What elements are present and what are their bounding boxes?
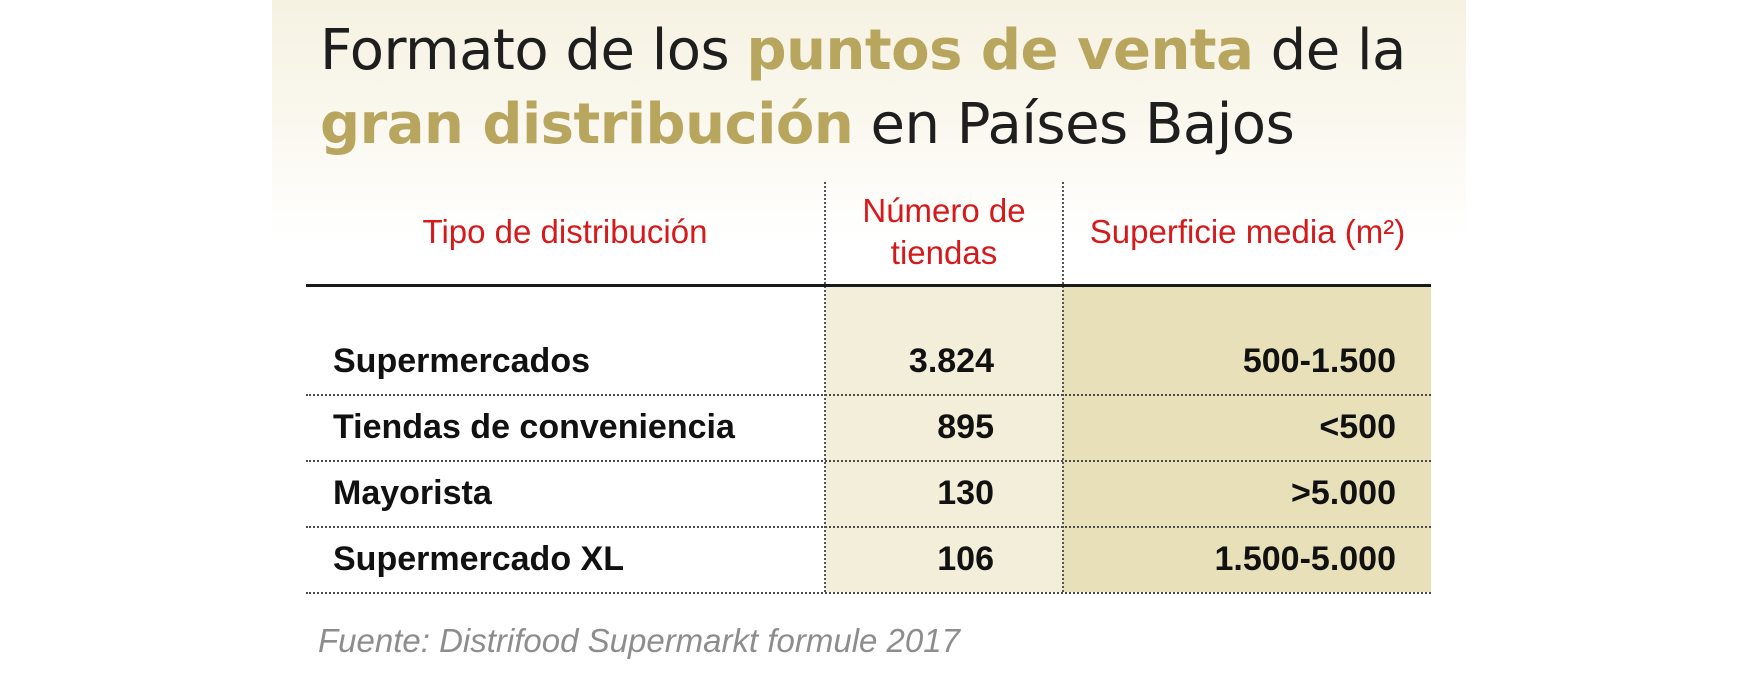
title-part-5: en Países Bajos [853, 92, 1295, 157]
source-note: Fuente: Distrifood Supermarkt formule 20… [318, 622, 960, 659]
column-divider-2 [1062, 182, 1064, 592]
header-superficie: Superficie media (m²) [1089, 213, 1406, 250]
title-part-1: Formato de los [320, 18, 747, 83]
table-row: Supermercado XL 106 1.500-5.000 [306, 526, 1431, 594]
chart-title: Formato de los puntos de venta de la gran… [320, 14, 1420, 162]
cell-numero: 106 [937, 540, 994, 578]
table-row: Tiendas de conveniencia 895 <500 [306, 394, 1431, 462]
cell-tipo: Tiendas de conveniencia [333, 408, 735, 446]
cell-superficie: 1.500-5.000 [1214, 540, 1397, 578]
cell-superficie: 500-1.500 [1242, 342, 1396, 380]
cell-superficie: >5.000 [1291, 474, 1396, 512]
shade-column-superficie [1063, 286, 1431, 592]
table-row: Supermercados 3.824 500-1.500 [306, 328, 1431, 396]
header-numero: Número de tiendas [862, 192, 1026, 271]
cell-numero: 895 [937, 408, 994, 446]
data-table: Tipo de distribución Número de tiendas S… [306, 182, 1431, 594]
cell-superficie: <500 [1319, 408, 1396, 446]
cell-tipo: Mayorista [333, 474, 492, 512]
cell-tipo: Supermercado XL [333, 540, 624, 578]
cell-numero: 130 [937, 474, 994, 512]
title-part-3: de la [1253, 18, 1407, 83]
title-highlight-2: gran distribución [320, 92, 854, 157]
cell-tipo: Supermercados [333, 342, 590, 380]
header-rule [306, 284, 1431, 287]
cell-numero: 3.824 [908, 342, 994, 380]
shade-column-tiendas [825, 286, 1063, 592]
header-tipo: Tipo de distribución [422, 213, 708, 250]
column-divider-1 [824, 182, 826, 592]
table-row: Mayorista 130 >5.000 [306, 460, 1431, 528]
title-highlight-1: puntos de venta [746, 18, 1254, 83]
